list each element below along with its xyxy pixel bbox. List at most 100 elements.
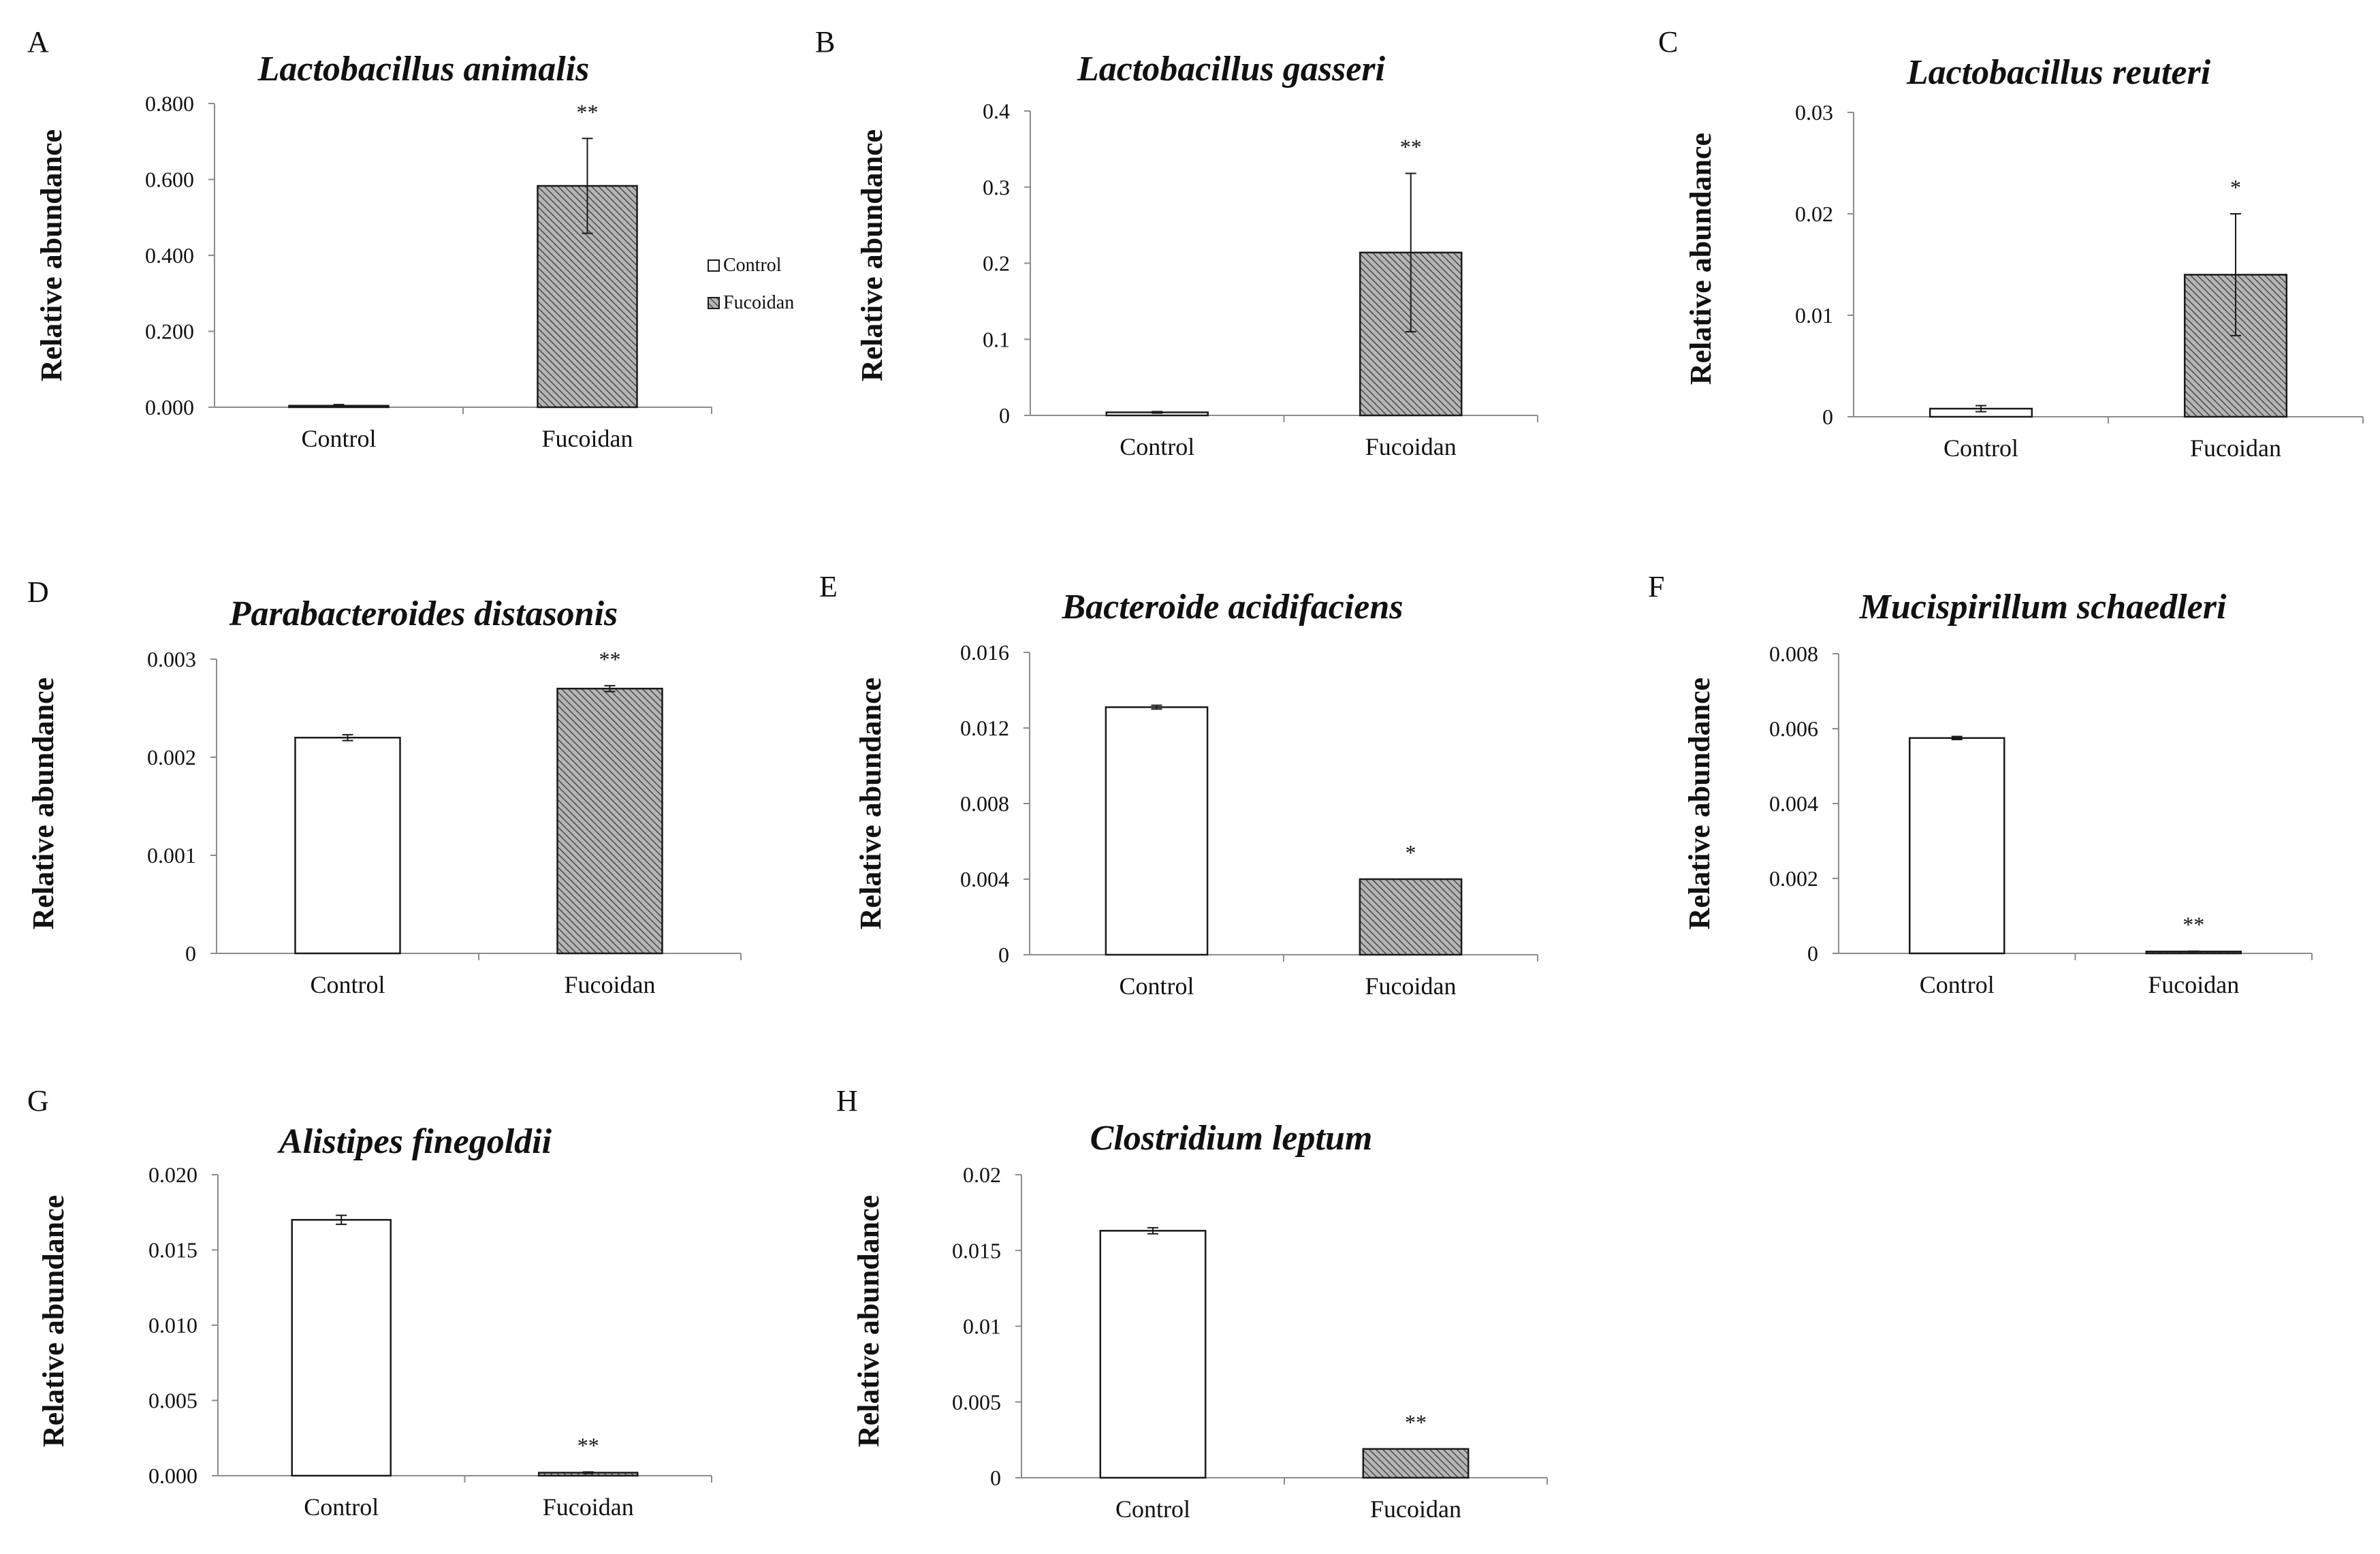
y-axis-label: Relative abundance bbox=[1684, 133, 1717, 385]
significance-marker: ** bbox=[577, 99, 599, 124]
y-tick-label: 0.2 bbox=[983, 251, 1010, 276]
chart-panel-d: D Parabacteroides distasonis Relative abun… bbox=[27, 575, 742, 998]
legend-swatch-control bbox=[708, 259, 720, 272]
y-axis-label: Relative abundance bbox=[27, 678, 60, 930]
panel-letter: G bbox=[27, 1084, 49, 1117]
bar-fucoidan bbox=[556, 687, 663, 955]
significance-marker: * bbox=[1406, 840, 1416, 865]
chart-panel-a: A Lactobacillus animalis Relative abundanc… bbox=[27, 25, 712, 452]
chart-title: Lactobacillus animalis bbox=[257, 50, 590, 89]
y-axis-label: Relative abundance bbox=[35, 129, 68, 381]
x-category-label: Fucoidan bbox=[543, 1493, 634, 1521]
y-axis-label: Relative abundance bbox=[852, 1195, 885, 1447]
y-tick-label: 0.003 bbox=[147, 647, 196, 671]
panel-letter: D bbox=[27, 575, 49, 609]
y-tick-label: 0.005 bbox=[952, 1390, 1001, 1414]
y-tick-label: 0.008 bbox=[960, 791, 1009, 816]
chart-title: Clostridium leptum bbox=[1090, 1119, 1373, 1158]
panel-letter: C bbox=[1658, 25, 1678, 59]
x-category-label: Fucoidan bbox=[542, 425, 633, 452]
y-tick-label: 0.016 bbox=[960, 640, 1009, 665]
y-tick-label: 0.02 bbox=[963, 1162, 1001, 1187]
y-tick-label: 0.1 bbox=[983, 327, 1010, 351]
y-tick-label: 0.03 bbox=[1795, 100, 1833, 125]
y-axis-label: Relative abundance bbox=[855, 129, 889, 381]
bar-control bbox=[294, 736, 401, 955]
significance-marker: ** bbox=[1400, 135, 1422, 159]
legend-swatch-fucoidan bbox=[708, 297, 720, 309]
chart-title: Mucispirillum schaedleri bbox=[1859, 588, 2227, 627]
bar-fucoidan bbox=[1359, 251, 1463, 417]
x-category-label: Fucoidan bbox=[1370, 1495, 1461, 1523]
panel-letter: A bbox=[27, 25, 49, 59]
x-category-label: Control bbox=[1943, 434, 2018, 462]
legend: Control Fucoidan bbox=[708, 255, 794, 313]
y-tick-label: 0 bbox=[999, 403, 1010, 428]
x-category-label: Fucoidan bbox=[1365, 972, 1457, 1000]
bar-fucoidan bbox=[1359, 878, 1463, 956]
x-category-label: Control bbox=[310, 971, 385, 998]
chart-panel-c: C Lactobacillus reuteri Relative abundance… bbox=[1658, 25, 2364, 462]
y-tick-label: 0.004 bbox=[1769, 791, 1818, 816]
y-tick-label: 0.000 bbox=[148, 1463, 197, 1488]
y-tick-label: 0 bbox=[1807, 941, 1818, 966]
panel-letter: H bbox=[836, 1084, 858, 1117]
chart-title: Parabacteroides distasonis bbox=[229, 594, 618, 633]
significance-marker: ** bbox=[577, 1433, 599, 1457]
chart-title: Lactobacillus reuteri bbox=[1906, 53, 2211, 92]
y-tick-label: 0 bbox=[185, 941, 196, 966]
panel-letter: E bbox=[819, 570, 838, 603]
y-axis-label: Relative abundance bbox=[37, 1195, 70, 1447]
y-tick-label: 0.01 bbox=[963, 1314, 1001, 1339]
chart-panel-h: H Clostridium leptum Relative abundance 0 0.… bbox=[836, 1084, 1548, 1523]
y-axis-label: Relative abundance bbox=[1683, 678, 1716, 930]
y-tick-label: 0.02 bbox=[1795, 202, 1833, 226]
chart-title: Lactobacillus gasseri bbox=[1077, 50, 1386, 89]
x-category-label: Control bbox=[301, 425, 376, 452]
panel-letter: B bbox=[815, 25, 835, 59]
y-tick-label: 0.010 bbox=[148, 1313, 197, 1337]
x-category-label: Control bbox=[1119, 972, 1194, 1000]
y-tick-label: 0 bbox=[998, 942, 1009, 967]
y-tick-label: 0 bbox=[990, 1465, 1001, 1490]
x-category-label: Fucoidan bbox=[2148, 971, 2239, 998]
y-tick-label: 0.01 bbox=[1795, 303, 1833, 328]
significance-marker: ** bbox=[1405, 1410, 1427, 1435]
chart-title: Alistipes finegoldii bbox=[277, 1122, 552, 1161]
bar-control bbox=[291, 1219, 392, 1477]
panels: A Lactobacillus animalis Relative abundanc… bbox=[27, 25, 2364, 1523]
y-tick-label: 0.600 bbox=[145, 168, 194, 192]
chart-title: Bacteroide acidifaciens bbox=[1061, 588, 1403, 627]
y-tick-label: 0.001 bbox=[147, 843, 196, 868]
significance-marker: ** bbox=[599, 647, 621, 671]
y-tick-label: 0.000 bbox=[145, 395, 194, 419]
y-tick-label: 0.002 bbox=[1769, 866, 1818, 891]
significance-marker: * bbox=[2230, 175, 2241, 200]
bar-control bbox=[1099, 1230, 1207, 1479]
y-tick-label: 0.012 bbox=[960, 716, 1009, 740]
bar-control bbox=[1105, 706, 1209, 956]
bar-control bbox=[1909, 737, 2005, 955]
y-tick-label: 0.008 bbox=[1769, 641, 1818, 666]
y-tick-label: 0.015 bbox=[952, 1238, 1001, 1263]
chart-panel-b: B Lactobacillus gasseri Relative abundance… bbox=[815, 25, 1538, 460]
y-tick-label: 0.005 bbox=[148, 1389, 197, 1413]
y-tick-label: 0.006 bbox=[1769, 716, 1818, 741]
x-category-label: Fucoidan bbox=[1365, 433, 1457, 460]
legend-label-fucoidan: Fucoidan bbox=[723, 292, 794, 313]
chart-panel-e: E Bacteroide acidifaciens Relative abundan… bbox=[819, 570, 1538, 1000]
y-tick-label: 0.400 bbox=[145, 243, 194, 268]
y-tick-label: 0.800 bbox=[145, 91, 194, 116]
x-category-label: Fucoidan bbox=[2190, 434, 2281, 462]
x-category-label: Control bbox=[304, 1493, 379, 1521]
panel-letter: F bbox=[1648, 570, 1664, 603]
bar-fucoidan bbox=[1362, 1448, 1470, 1479]
x-category-label: Control bbox=[1920, 971, 1995, 998]
y-tick-label: 0.002 bbox=[147, 745, 196, 770]
y-tick-label: 0 bbox=[1822, 405, 1833, 429]
significance-marker: ** bbox=[2183, 913, 2204, 937]
x-category-label: Control bbox=[1115, 1495, 1190, 1523]
y-axis-label: Relative abundance bbox=[854, 678, 887, 930]
